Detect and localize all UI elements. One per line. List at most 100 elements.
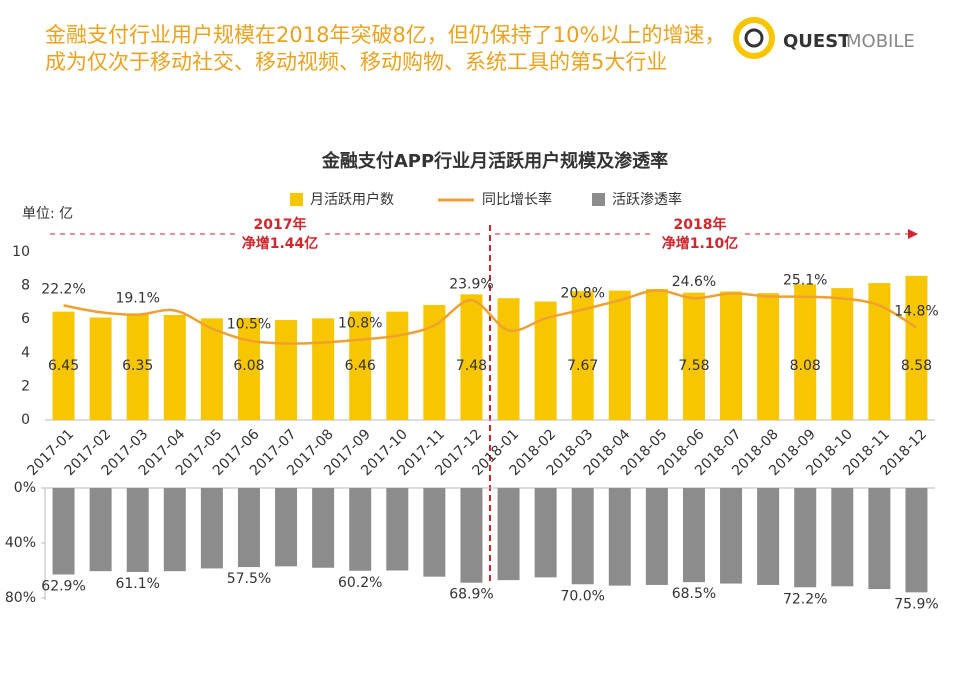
bar <box>571 291 594 420</box>
penetration-bar <box>237 488 260 568</box>
annotation: 净增1.44亿 <box>242 235 319 252</box>
penetration-bar <box>200 488 223 569</box>
bar <box>423 304 446 420</box>
line-label: 10.5% <box>227 317 271 333</box>
bar <box>386 311 409 420</box>
penetration-bar <box>645 488 668 585</box>
y-tick-label: 10 <box>12 244 30 260</box>
line-label: 20.8% <box>560 286 604 302</box>
bar <box>534 301 557 420</box>
annotation-year: 2017年 <box>254 216 307 233</box>
data-label: 8.08 <box>790 358 821 374</box>
penetration-bar <box>163 488 186 572</box>
headline: 金融支付行业用户规模在2018年突破8亿，但仍保持了10%以上的增速，成为仅次于… <box>45 23 726 74</box>
penetration-bar <box>89 488 112 572</box>
legend-swatch <box>290 193 303 206</box>
data-label: 60.2% <box>338 575 382 591</box>
data-label: 68.5% <box>672 586 716 602</box>
logo-bold: QUEST <box>783 31 851 52</box>
bar <box>52 311 75 420</box>
penetration-bar <box>126 488 149 573</box>
bar <box>497 298 520 420</box>
y3-tick-label: 40% <box>5 535 36 551</box>
bar <box>608 290 631 420</box>
y-tick-label: 2 <box>21 378 30 394</box>
bar <box>682 292 705 420</box>
penetration-bar <box>757 488 780 585</box>
bar <box>794 284 817 420</box>
data-label: 61.1% <box>115 576 159 592</box>
bar <box>275 320 298 420</box>
y-tick-label: 6 <box>21 311 30 327</box>
bar <box>237 317 260 420</box>
legend-label: 活跃渗透率 <box>612 191 682 208</box>
growth-line <box>63 289 918 345</box>
data-label: 7.58 <box>678 358 709 374</box>
data-label: 70.0% <box>560 588 604 604</box>
data-label: 62.9% <box>41 578 85 594</box>
bar <box>200 318 223 420</box>
line-label: 24.6% <box>672 274 716 290</box>
annotation-year: 2018年 <box>674 216 727 233</box>
legend-label: 月活跃用户数 <box>310 191 394 208</box>
bar <box>312 318 335 420</box>
penetration-bar <box>534 488 557 578</box>
penetration-bar <box>423 488 446 577</box>
data-label: 7.67 <box>567 358 598 374</box>
data-label: 6.45 <box>48 358 79 374</box>
data-label: 8.58 <box>901 358 932 374</box>
y3-tick-label: 0% <box>14 480 36 496</box>
y-tick-label: 4 <box>21 345 30 361</box>
penetration-bar <box>831 488 854 587</box>
annotation: 净增1.10亿 <box>662 235 739 252</box>
unit-label: 单位: 亿 <box>22 206 73 222</box>
line-label: 22.2% <box>41 281 85 297</box>
penetration-bar <box>720 488 743 584</box>
line-label: 19.1% <box>115 291 159 307</box>
logo-ring <box>733 17 775 59</box>
bar <box>126 313 149 420</box>
penetration-bar <box>52 488 75 575</box>
penetration-bar <box>349 488 372 571</box>
penetration-bar <box>905 488 928 593</box>
bar <box>905 275 928 420</box>
data-label: 75.9% <box>894 596 938 612</box>
line-label: 23.9% <box>449 276 493 292</box>
bar <box>757 293 780 420</box>
penetration-bar <box>460 488 483 583</box>
bar <box>868 283 891 420</box>
bar <box>645 288 668 420</box>
penetration-bar <box>497 488 520 581</box>
penetration-bar <box>794 488 817 588</box>
data-label: 72.2% <box>783 591 827 607</box>
penetration-bar <box>386 488 409 571</box>
penetration-bar <box>571 488 594 585</box>
y3-tick-label: 80% <box>5 590 36 606</box>
y-tick-label: 0 <box>21 412 30 428</box>
logo-light: MOBILE <box>846 31 915 52</box>
y-tick-label: 8 <box>21 278 30 294</box>
bar <box>460 294 483 420</box>
data-label: 57.5% <box>227 571 271 587</box>
legend-swatch <box>592 193 605 206</box>
data-label: 6.46 <box>345 358 376 374</box>
arrow-head <box>908 229 918 239</box>
penetration-bar <box>608 488 631 586</box>
bar <box>163 315 186 420</box>
chart-title: 金融支付APP行业月活跃用户规模及渗透率 <box>321 150 668 172</box>
data-label: 6.35 <box>122 358 153 374</box>
penetration-bar <box>868 488 891 590</box>
data-label: 7.48 <box>456 358 487 374</box>
bar <box>831 288 854 420</box>
penetration-bar <box>275 488 298 567</box>
bar <box>720 291 743 420</box>
legend-label: 同比增长率 <box>482 191 552 208</box>
penetration-bar <box>312 488 335 568</box>
line-label: 14.8% <box>894 304 938 320</box>
data-label: 68.9% <box>449 587 493 603</box>
line-label: 10.8% <box>338 316 382 332</box>
line-label: 25.1% <box>783 273 827 289</box>
penetration-bar <box>682 488 705 583</box>
